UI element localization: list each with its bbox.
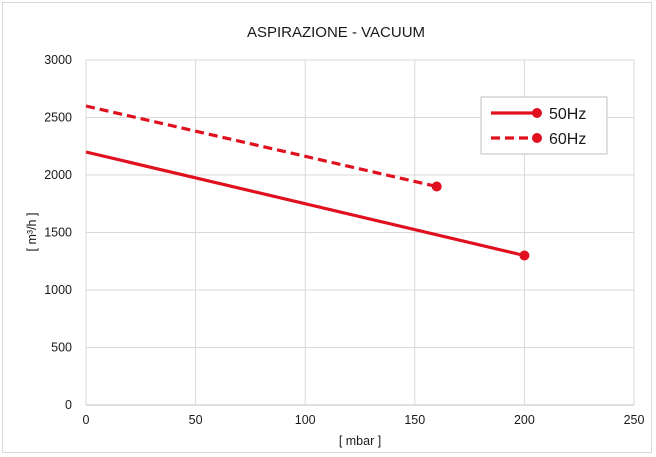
y-tick-label: 0 bbox=[65, 398, 72, 412]
x-tick-label: 250 bbox=[624, 413, 645, 427]
y-tick-label: 500 bbox=[51, 341, 72, 355]
series-marker-60Hz bbox=[431, 181, 442, 192]
y-tick-label: 2000 bbox=[44, 168, 72, 182]
legend-label-60Hz: 60Hz bbox=[549, 131, 586, 148]
chart-title: ASPIRAZIONE - VACUUM bbox=[247, 24, 425, 41]
x-tick-label: 50 bbox=[189, 413, 203, 427]
series-marker-50Hz bbox=[519, 250, 530, 261]
y-axis-title: [ m³/h ] bbox=[25, 213, 39, 252]
x-tick-label: 200 bbox=[514, 413, 535, 427]
y-tick-label: 3000 bbox=[44, 53, 72, 67]
legend-label-50Hz: 50Hz bbox=[549, 106, 586, 123]
chart-frame bbox=[2, 2, 652, 453]
y-tick-label: 1500 bbox=[44, 226, 72, 240]
legend-marker-50Hz bbox=[532, 108, 542, 118]
series-group bbox=[85, 104, 530, 261]
x-tick-label: 0 bbox=[83, 413, 90, 427]
legend-box bbox=[480, 96, 608, 155]
x-axis-title: [ mbar ] bbox=[339, 434, 381, 448]
legend-marker-60Hz bbox=[532, 133, 542, 143]
series-line-50Hz bbox=[85, 150, 525, 258]
tick-labels: 0 500 1000 1500 2000 2500 3000 0 50 100 150 200 250 bbox=[44, 53, 644, 427]
x-tick-label: 150 bbox=[404, 413, 425, 427]
series-line-60Hz bbox=[85, 104, 438, 189]
y-tick-label: 2500 bbox=[44, 111, 72, 125]
y-tick-label: 1000 bbox=[44, 283, 72, 297]
x-tick-label: 100 bbox=[295, 413, 316, 427]
legend: 50Hz 60Hz bbox=[480, 96, 608, 155]
